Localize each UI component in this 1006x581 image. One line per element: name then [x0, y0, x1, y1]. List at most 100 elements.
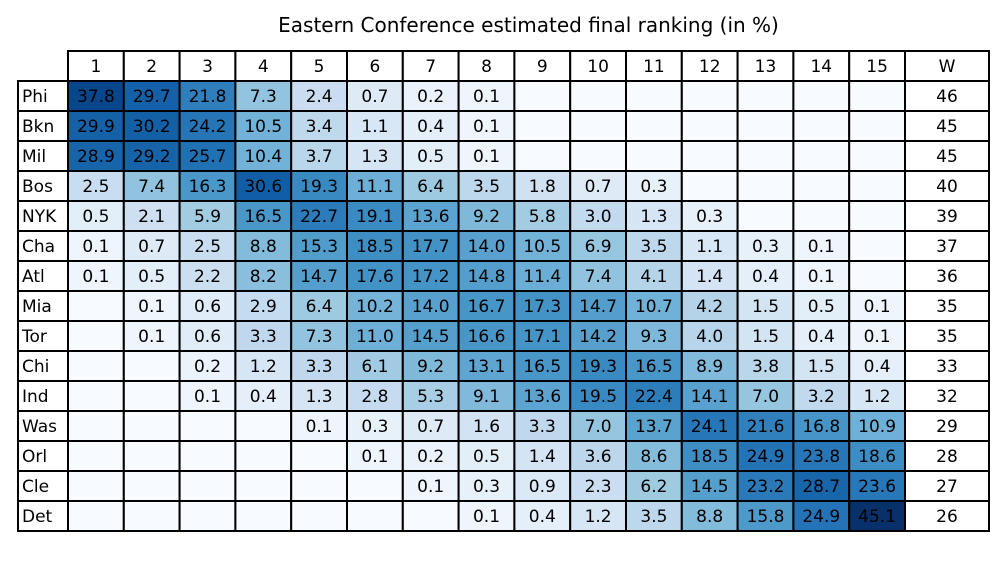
cell-value-label: 14.7 — [579, 297, 617, 317]
cell-value-label: 3.3 — [306, 357, 333, 377]
heatmap-cell — [792, 110, 851, 142]
heatmap-cell — [736, 350, 795, 382]
wins-cell — [904, 320, 990, 352]
heatmap-cell — [513, 500, 572, 532]
heatmap-cell — [513, 80, 572, 112]
cell-value-label: 29.9 — [77, 117, 115, 137]
cell-value-label: 7.3 — [250, 87, 277, 107]
wins-value-label: 37 — [936, 237, 958, 257]
cell-value-label: 14.5 — [412, 327, 450, 347]
heatmap-cell — [569, 140, 628, 172]
cell-value-label: 24.2 — [189, 117, 227, 137]
cell-value-label: 18.5 — [356, 237, 394, 257]
team-label: NYK — [22, 207, 57, 227]
heatmap-cell — [122, 260, 181, 292]
heatmap-cell — [234, 80, 293, 112]
wins-value-label: 33 — [936, 357, 958, 377]
wins-value-label: 32 — [936, 387, 958, 407]
heatmap-cell — [625, 260, 683, 292]
cell-value-label: 30.6 — [244, 177, 282, 197]
cell-value-label: 15.3 — [300, 237, 338, 257]
cell-value-label: 0.1 — [473, 507, 500, 527]
cell-value-label: 10.5 — [523, 237, 561, 257]
cell-value-label: 3.7 — [306, 147, 333, 167]
heatmap-cell — [736, 200, 795, 232]
heatmap-cell — [736, 140, 795, 172]
cell-value-label: 7.0 — [752, 387, 779, 407]
cell-value-label: 19.1 — [356, 207, 394, 227]
cell-value-label: 1.1 — [361, 117, 388, 137]
cell-value-label: 13.7 — [635, 417, 673, 437]
cell-value-label: 0.1 — [306, 417, 333, 437]
cell-value-label: 18.6 — [858, 447, 896, 467]
cell-value-label: 0.5 — [82, 207, 109, 227]
column-header-label: 5 — [314, 57, 325, 77]
heatmap-cell — [457, 380, 516, 412]
heatmap-cell — [457, 170, 516, 202]
cell-value-label: 6.1 — [361, 357, 388, 377]
column-header-cell — [67, 50, 125, 82]
heatmap-cell — [178, 410, 237, 442]
heatmap-cell — [848, 200, 907, 232]
heatmap-cell — [680, 230, 739, 262]
heatmap-cell — [401, 500, 460, 532]
heatmap-cell — [178, 290, 237, 322]
cell-value-label: 1.4 — [696, 267, 723, 287]
heatmap-cell — [680, 80, 739, 112]
heatmap-cell — [67, 290, 125, 322]
cell-value-label: 6.4 — [306, 297, 333, 317]
cell-value-label: 15.8 — [747, 507, 785, 527]
heatmap-cell — [290, 500, 349, 532]
cell-value-label: 3.5 — [640, 237, 667, 257]
cell-value-label: 2.8 — [361, 387, 388, 407]
team-label: Orl — [22, 447, 47, 467]
cell-value-label: 0.7 — [417, 417, 444, 437]
cell-value-label: 0.1 — [82, 237, 109, 257]
cell-value-label: 19.3 — [300, 177, 338, 197]
cell-value-label: 16.5 — [244, 207, 282, 227]
heatmap-cell — [346, 230, 404, 262]
heatmap-cell — [234, 140, 293, 172]
heatmap-cell — [67, 470, 125, 502]
heatmap-cell — [848, 230, 907, 262]
column-header-label: 15 — [866, 57, 888, 77]
wins-value-label: 27 — [936, 477, 958, 497]
cell-value-label: 3.4 — [306, 117, 333, 137]
cell-value-label: 4.0 — [696, 327, 723, 347]
wins-value-label: 46 — [936, 87, 958, 107]
heatmap-cell — [67, 320, 125, 352]
heatmap-cell — [67, 410, 125, 442]
cell-value-label: 3.5 — [640, 507, 667, 527]
cell-value-label: 5.8 — [529, 207, 556, 227]
cell-value-label: 0.7 — [361, 87, 388, 107]
team-label: Mil — [22, 147, 46, 167]
heatmap-cell — [625, 140, 683, 172]
cell-value-label: 13.1 — [468, 357, 506, 377]
heatmap-cell — [67, 500, 125, 532]
heatmap-cell — [569, 110, 628, 142]
cell-value-label: 16.6 — [468, 327, 506, 347]
cell-value-label: 18.5 — [691, 447, 729, 467]
heatmap-cell — [346, 500, 404, 532]
heatmap-cell — [290, 200, 349, 232]
heatmap-cell — [67, 350, 125, 382]
cell-value-label: 8.9 — [696, 357, 723, 377]
row-label-cell — [17, 470, 69, 502]
team-label: Bos — [22, 177, 53, 197]
column-header-label: 13 — [755, 57, 777, 77]
cell-value-label: 1.6 — [473, 417, 500, 437]
heatmap-cell — [234, 500, 293, 532]
wins-value-label: 28 — [936, 447, 958, 467]
heatmap-cell — [792, 140, 851, 172]
heatmap-cell — [457, 80, 516, 112]
cell-value-label: 14.7 — [300, 267, 338, 287]
cell-value-label: 25.7 — [189, 147, 227, 167]
cell-value-label: 1.2 — [250, 357, 277, 377]
heatmap-cell — [680, 200, 739, 232]
cell-value-label: 21.8 — [189, 87, 227, 107]
cell-value-label: 1.5 — [808, 357, 835, 377]
cell-value-label: 24.9 — [747, 447, 785, 467]
heatmap-cell — [122, 230, 181, 262]
heatmap-cell — [178, 170, 237, 202]
cell-value-label: 10.7 — [635, 297, 673, 317]
